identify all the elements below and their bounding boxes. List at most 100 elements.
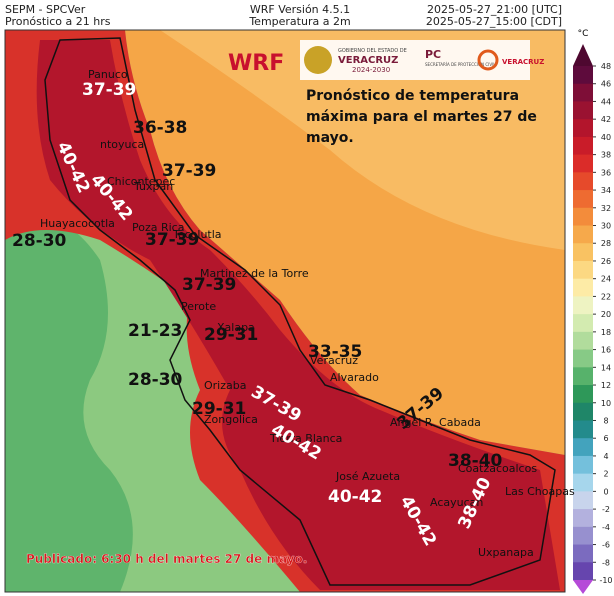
colorbar-tick-label: 12 [601,381,611,390]
colorbar-band [573,331,593,351]
colorbar: °C48464442403836343230282624222018161412… [573,29,613,594]
colorbar-band [573,385,593,404]
colorbar-tick-label: -4 [602,523,610,532]
colorbar-band [573,101,593,120]
place-label: Acayucan [430,496,483,509]
colorbar-tick-label: 24 [601,275,611,284]
colorbar-band [573,136,593,156]
forecast-title: Pronóstico de temperatura [306,88,519,104]
colorbar-tick-label: 20 [601,310,611,319]
logo-text: SECRETARÍA DE PROTECCIÓN CIVIL [425,62,496,67]
colorbar-band [573,278,593,297]
colorbar-tick-label: 8 [603,416,608,425]
forecast-title: máxima para el martes 27 de [306,109,537,125]
colorbar-band [573,455,593,475]
colorbar-tick-label: 0 [603,487,608,496]
header-text: Pronóstico a 21 hrs [5,15,111,28]
colorbar-band [573,83,593,102]
temperature-range: 36-38 [133,118,187,138]
colorbar-band [573,349,593,368]
temperature-range: 37-39 [182,275,236,295]
pc-emblem [477,49,499,71]
header-text: 2025-05-27_21:00 [UTC] [427,3,562,16]
place-label: Xalapa [217,321,255,334]
colorbar-tick-label: 40 [601,133,611,142]
wrf-logo: WRF [228,51,284,76]
colorbar-band [573,314,593,333]
colorbar-tick-label: 38 [601,151,611,160]
colorbar-band [573,243,593,262]
colorbar-band [573,402,593,421]
place-label: Huayacocotla [40,217,115,230]
temperature-range: 37-39 [162,161,216,181]
logo-text: VERACRUZ [502,58,544,66]
colorbar-band [573,225,593,244]
place-label: Tuxpan [133,180,173,193]
colorbar-unit: °C [578,29,589,39]
colorbar-tick-label: 10 [601,399,611,408]
temperature-range: 28-30 [128,370,183,390]
hotter-zone [36,40,560,590]
place-label: Orizaba [204,379,246,392]
place-label: Poza Rica [132,221,184,234]
colorbar-tick-label: 30 [601,222,611,231]
map-frame [4,29,566,593]
place-label: Las Choapas [505,485,575,498]
sea-shade [160,30,565,250]
colorbar-band [573,207,593,227]
coat-of-arms [304,46,332,74]
colorbar-band [573,420,593,439]
logo-text: VERACRUZ [338,55,398,66]
place-label: Perote [181,300,216,313]
colorbar-tick-label: -8 [602,558,610,567]
header-text: Temperatura a 2m [248,15,350,28]
temperature-range: 21-23 [128,321,182,341]
colorbar-tick-label: 26 [601,257,611,266]
colorbar-tick-label: 2 [603,470,608,479]
temperature-range: 29-31 [204,325,258,345]
temperature-range: 37-39 [145,230,199,250]
colorbar-tick-label: 34 [601,186,611,195]
colorbar-tick-label: 6 [603,434,608,443]
colorbar-band [573,367,593,386]
colorbar-band [573,526,593,546]
colorbar-arrow-bottom [573,580,593,594]
place-label: Uxpanapa [478,546,534,559]
colorbar-arrow-top [573,44,593,66]
forecast-title: mayo. [306,130,354,146]
place-label: Alvarado [330,371,379,384]
colorbar-tick-label: 28 [601,239,611,248]
colorbar-tick-label: 18 [601,328,611,337]
place-label: Tierra Blanca [269,432,342,445]
colorbar-band [573,296,593,315]
temperature-range: 33-35 [308,342,362,362]
colorbar-tick-label: 16 [601,346,611,355]
colorbar-band [573,154,593,173]
place-label: Zongolica [204,413,258,426]
temperature-range: 38-40 [448,451,503,471]
place-label: Angel R. Cabada [390,416,481,429]
colorbar-band [573,260,593,280]
colorbar-tick-label: 42 [601,115,611,124]
temperature-range: 29-31 [192,399,246,419]
header-text: SEPM - SPCVer [5,3,86,16]
state-outline [44,37,556,586]
colorbar-tick-label: 4 [603,452,608,461]
colorbar-tick-label: 14 [601,363,611,372]
header-text: 2025-05-27_15:00 [CDT] [426,15,562,28]
colorbar-band [573,544,593,563]
colorbar-tick-label: 46 [601,80,611,89]
temperature-range: 28-30 [12,231,67,251]
header-text: WRF Versión 4.5.1 [250,3,350,16]
colorbar-tick-label: 36 [601,168,611,177]
colorbar-tick-label: -10 [599,576,612,585]
colorbar-band [573,438,593,457]
place-label: Coatzacoalcos [458,462,537,475]
logo-text: PC [425,48,441,61]
place-label: Tecolutla [172,228,222,241]
logo-text: GOBIERNO DEL ESTADO DE [338,48,407,54]
colorbar-band [573,509,593,528]
place-label: Chicontepec [107,175,175,188]
place-label: Veracruz [310,354,358,367]
